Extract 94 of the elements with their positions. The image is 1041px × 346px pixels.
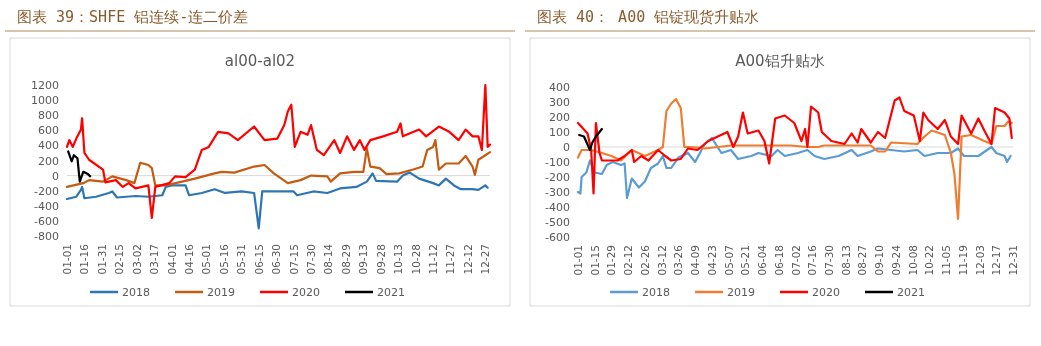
y-tick-label: 100 — [549, 126, 570, 139]
x-tick-label: 12-03 — [973, 245, 986, 276]
y-tick-label: 1200 — [31, 79, 59, 92]
line-series — [65, 83, 492, 219]
legend-label: 2018 — [642, 286, 670, 299]
x-tick-label: 09-24 — [889, 244, 902, 276]
line-series — [576, 96, 1013, 195]
x-tick-label: 07-02 — [789, 245, 802, 276]
y-tick-label: -100 — [545, 156, 570, 169]
x-tick-label: 07-15 — [287, 244, 300, 275]
chart-title: 图表 40： A00 铝锭现货升贴水 — [537, 8, 760, 26]
y-tick-label: 400 — [549, 81, 570, 94]
legend-label: 2019 — [727, 286, 755, 299]
x-tick-label: 11-05 — [940, 245, 953, 276]
y-tick-label: -500 — [545, 216, 570, 229]
y-tick-label: 200 — [549, 111, 570, 124]
x-tick-label: 11-12 — [427, 244, 440, 275]
x-tick-label: 06-18 — [772, 245, 785, 276]
x-tick-label: 04-09 — [689, 245, 702, 276]
y-tick-label: 200 — [38, 154, 59, 168]
line-series — [65, 139, 492, 189]
x-tick-label: 05-31 — [235, 244, 248, 275]
x-tick-label: 03-17 — [148, 244, 161, 275]
y-tick-label: 800 — [38, 109, 59, 123]
x-tick-label: 03-26 — [672, 244, 685, 276]
chart-title: 图表 39：SHFE 铝连续-连二价差 — [17, 8, 249, 26]
x-tick-label: 09-28 — [374, 244, 387, 275]
x-tick-label: 11-27 — [444, 244, 457, 275]
x-tick-label: 05-01 — [200, 244, 213, 275]
x-tick-label: 04-16 — [183, 243, 196, 275]
x-tick-label: 08-29 — [339, 244, 352, 275]
legend-label: 2021 — [377, 286, 405, 299]
x-tick-label: 01-29 — [605, 245, 618, 276]
x-tick-label: 09-10 — [873, 245, 886, 276]
x-tick-label: 01-31 — [95, 244, 108, 275]
x-tick-label: 12-17 — [990, 245, 1003, 276]
y-tick-label: -400 — [545, 201, 570, 214]
y-tick-label: -300 — [545, 186, 570, 199]
x-tick-label: 12-12 — [461, 244, 474, 275]
y-tick-label: 0 — [52, 169, 59, 183]
legend-label: 2019 — [207, 286, 235, 299]
x-tick-label: 03-02 — [130, 244, 143, 275]
legend-label: 2018 — [122, 286, 150, 299]
line-series — [576, 136, 1012, 200]
x-tick-label: 04-01 — [165, 244, 178, 275]
x-tick-label: 06-30 — [270, 244, 283, 275]
x-tick-label: 01-16 — [78, 243, 91, 275]
x-tick-label: 11-19 — [956, 245, 969, 276]
x-tick-label: 12-31 — [1007, 245, 1019, 276]
legend-label: 2021 — [897, 286, 925, 299]
y-tick-label: -200 — [34, 184, 59, 198]
x-tick-label: 06-04 — [756, 244, 769, 276]
y-tick-label: -600 — [34, 214, 59, 228]
x-tick-label: 08-14 — [322, 243, 335, 275]
x-tick-label: 01-01 — [61, 244, 73, 275]
x-tick-label: 05-07 — [722, 245, 735, 276]
y-tick-label: -400 — [34, 199, 59, 213]
y-tick-label: 300 — [549, 96, 570, 109]
x-tick-label: 10-28 — [409, 244, 422, 275]
x-tick-label: 09-13 — [357, 244, 370, 275]
line-series — [65, 171, 489, 230]
y-tick-label: 600 — [38, 124, 59, 138]
x-tick-label: 01-15 — [588, 245, 601, 276]
x-tick-label: 05-16 — [217, 243, 230, 275]
x-tick-label: 05-21 — [739, 245, 752, 276]
y-tick-label: 1000 — [31, 94, 59, 108]
y-tick-label: -600 — [545, 231, 570, 244]
x-tick-label: 02-12 — [622, 245, 635, 276]
x-tick-label: 04-23 — [705, 245, 718, 276]
x-tick-label: 10-13 — [392, 244, 405, 275]
x-tick-label: 06-15 — [252, 244, 265, 275]
legend-label: 2020 — [812, 286, 840, 299]
x-tick-label: 02-26 — [638, 244, 651, 276]
x-tick-label: 07-30 — [305, 244, 318, 275]
x-tick-label: 08-27 — [856, 245, 869, 276]
x-tick-label: 01-01 — [572, 245, 584, 276]
x-tick-label: 02-15 — [113, 244, 126, 275]
line-series — [576, 97, 1013, 221]
y-tick-label: 0 — [563, 141, 570, 154]
line-series — [67, 150, 92, 183]
y-tick-label: -200 — [545, 171, 570, 184]
x-tick-label: 10-08 — [906, 245, 919, 276]
x-tick-label: 10-22 — [923, 245, 936, 276]
y-tick-label: -800 — [34, 230, 59, 243]
line-series — [578, 127, 603, 152]
x-tick-label: 07-16 — [806, 244, 819, 276]
chart-subtitle: al00-al02 — [224, 52, 296, 70]
x-tick-label: 03-12 — [655, 245, 668, 276]
y-tick-label: 400 — [38, 139, 59, 153]
x-tick-label: 12-27 — [479, 244, 492, 275]
x-tick-label: 07-30 — [822, 245, 835, 276]
x-tick-label: 08-13 — [839, 245, 852, 276]
chart-subtitle: A00铝升贴水 — [735, 52, 825, 70]
legend-label: 2020 — [292, 286, 320, 299]
